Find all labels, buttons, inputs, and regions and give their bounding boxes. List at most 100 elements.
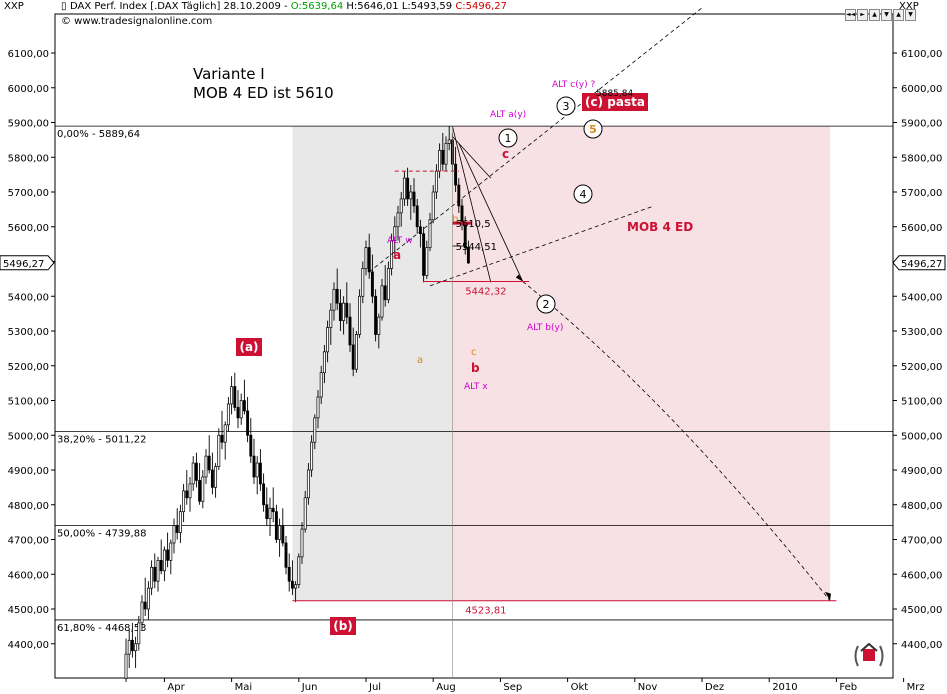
- candle-body: [300, 528, 304, 558]
- price-level-label: 5610,5: [456, 219, 491, 230]
- y-tick-label: 4500,00: [8, 605, 49, 616]
- candle-body: [345, 302, 349, 318]
- candle-body: [169, 542, 173, 561]
- alt-b-y-label: ALT b(y): [527, 323, 563, 333]
- y-tick-label: 6100,00: [8, 49, 49, 60]
- fib-label: 0,00% - 5889,64: [57, 129, 140, 140]
- x-axis: Apr Mai Jun Jul Aug Sep Okt Nov Dez 2010 Feb Mrz: [163, 678, 925, 693]
- price-level-label: 5544,51: [456, 242, 497, 253]
- symbol-right[interactable]: XXP: [899, 1, 919, 12]
- candle-body: [242, 400, 246, 412]
- trend-lines: 5610,5 5544,51 5442,32 4523,81: [292, 7, 837, 678]
- nav-play-button[interactable]: ►: [857, 9, 868, 21]
- wave-5-circle: 5: [583, 119, 603, 139]
- scale-up-button[interactable]: ▲: [893, 9, 904, 21]
- y-tick-label: 5200,00: [8, 362, 49, 373]
- wave-a-label: (a): [236, 338, 262, 356]
- candle-body: [306, 469, 310, 499]
- x-tick-label: Dez: [705, 682, 724, 693]
- candle-body: [178, 511, 182, 533]
- candle-body: [278, 525, 282, 540]
- label-box: [582, 93, 648, 111]
- symbol-left[interactable]: XXP: [4, 1, 24, 12]
- candle-body: [332, 288, 336, 311]
- candle-body: [150, 566, 154, 589]
- wave-circle: [556, 96, 576, 116]
- wave-b-label: (b): [330, 617, 356, 635]
- candle-body: [351, 344, 355, 370]
- candle-body: [364, 247, 368, 269]
- x-tick-label: Feb: [839, 682, 857, 693]
- candle-body: [124, 653, 128, 679]
- red-a-label: a: [393, 248, 401, 262]
- x-tick-label: Apr: [167, 682, 185, 693]
- header-close: C:5496,27: [455, 1, 508, 12]
- candle-body: [428, 219, 432, 248]
- nav-up-button[interactable]: ▲: [869, 9, 880, 21]
- candle-body: [310, 441, 314, 471]
- candle-body: [374, 295, 378, 335]
- label-box-text: (b): [333, 619, 353, 633]
- candle-body: [354, 334, 358, 370]
- candle-body: [172, 525, 176, 544]
- current-value-box: [0, 255, 55, 271]
- candle-body: [207, 455, 211, 471]
- y-tick-label-right: 5800,00: [901, 153, 942, 164]
- candle-body: [258, 462, 262, 485]
- wave-circle-text: 4: [580, 188, 587, 201]
- nav-down-button[interactable]: ▼: [881, 9, 892, 21]
- current-value-left: 5496,27: [0, 255, 55, 271]
- candle-body: [415, 205, 419, 228]
- wave-2-circle: 2: [536, 294, 556, 314]
- candle-body: [370, 271, 374, 297]
- candle-body: [146, 587, 150, 610]
- x-tick-label: Mai: [235, 682, 253, 693]
- y-tick-label-right: 5300,00: [901, 327, 942, 338]
- candle-body: [214, 466, 218, 488]
- candle-body: [313, 417, 317, 443]
- candle-body: [316, 396, 320, 419]
- orange-c-label: c: [471, 347, 477, 358]
- y-tick-label: 4900,00: [8, 466, 49, 477]
- y-tick-label-right: 4500,00: [901, 605, 942, 616]
- y-tick-label-right: 5000,00: [901, 431, 942, 442]
- wave-circle: [583, 119, 603, 139]
- y-tick-label: 5800,00: [8, 153, 49, 164]
- y-tick-label: 4400,00: [8, 640, 49, 651]
- candle-body: [402, 177, 406, 200]
- candle-body: [134, 643, 138, 652]
- candle-body: [466, 247, 470, 264]
- y-tick-label: 4700,00: [8, 536, 49, 547]
- candle-body: [198, 480, 202, 502]
- red-b-label: b: [471, 361, 480, 375]
- nav-first-button[interactable]: ◄◄: [845, 9, 856, 21]
- header-high-low: H:5646,01 L:5493,59: [346, 1, 453, 12]
- candle-body: [249, 434, 253, 457]
- fib-label: 38,20% - 5011,22: [57, 434, 146, 445]
- candle-body: [233, 386, 237, 408]
- candle-body: [265, 504, 269, 519]
- y-tick-label-right: 4800,00: [901, 501, 942, 512]
- candle-body: [438, 149, 442, 172]
- fib-label: 61,80% - 4468,53: [57, 623, 146, 634]
- candle-body: [377, 316, 381, 335]
- mob-label: MOB 4 ED: [627, 220, 693, 234]
- arrow-head-icon: [515, 274, 523, 282]
- candle-body: [223, 424, 227, 443]
- candle-body: [441, 149, 445, 165]
- wave-c-label: (c) pasta: [582, 93, 648, 111]
- label-box-text: (a): [239, 340, 258, 354]
- y-axis-left: 4400,00 4500,00 4600,00 4700,00 4800,00 4900,…: [0, 49, 55, 651]
- wave-circle-text: 1: [505, 132, 512, 145]
- candle-body: [444, 143, 448, 165]
- x-tick-label: Nov: [638, 682, 658, 693]
- y-tick-label: 5100,00: [8, 397, 49, 408]
- y-tick-label: 5900,00: [8, 119, 49, 130]
- red-c-label: c: [502, 147, 509, 161]
- candle-body: [268, 507, 272, 520]
- wave-circle: [498, 128, 518, 148]
- scale-down-button[interactable]: ▼: [905, 9, 916, 21]
- y-tick-label-right: 5600,00: [901, 223, 942, 234]
- candle-body: [271, 507, 275, 513]
- y-tick-label-right: 4700,00: [901, 536, 942, 547]
